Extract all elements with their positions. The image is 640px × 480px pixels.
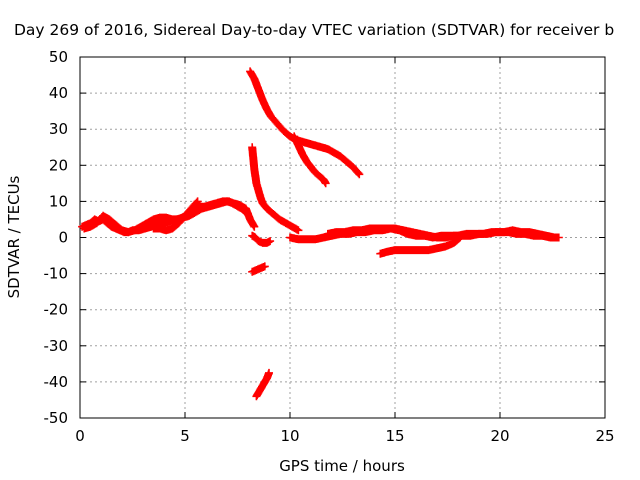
y-tick-label: 20 xyxy=(49,156,68,174)
y-tick-label: 40 xyxy=(49,84,68,102)
x-tick-label: 0 xyxy=(75,427,85,445)
data-point-markers xyxy=(323,224,559,242)
data-point-markers xyxy=(248,143,303,235)
data-series xyxy=(323,224,559,242)
data-series xyxy=(248,262,269,276)
y-axis-label: SDTVAR / TECUs xyxy=(5,175,23,298)
x-tick-label: 15 xyxy=(385,427,404,445)
data-point-markers xyxy=(248,231,275,247)
data-point-markers xyxy=(246,67,364,179)
data-series xyxy=(252,368,273,401)
grid xyxy=(80,57,605,418)
x-axis-label: GPS time / hours xyxy=(279,457,405,475)
x-tick-label: 5 xyxy=(180,427,190,445)
y-tick-label: 50 xyxy=(49,48,68,66)
data-series xyxy=(376,233,465,258)
data-series xyxy=(290,132,330,188)
data-series xyxy=(248,231,275,247)
y-tick-label: -20 xyxy=(44,301,69,319)
chart-title: Day 269 of 2016, Sidereal Day-to-day VTE… xyxy=(14,21,614,39)
data-series xyxy=(248,143,303,235)
x-tick-label: 20 xyxy=(490,427,509,445)
data-point-markers xyxy=(376,233,465,258)
x-tick-label: 10 xyxy=(280,427,299,445)
data-series xyxy=(149,197,252,235)
data-points xyxy=(78,67,563,401)
axis-ticks: -50 -40 -30 -20 -10 0 10 20 30 40 50 0 5 10 15 20 25 xyxy=(44,48,615,445)
y-tick-label: 30 xyxy=(49,120,68,138)
data-point-markers xyxy=(252,368,273,401)
y-tick-label: -30 xyxy=(44,337,69,355)
y-tick-label: -40 xyxy=(44,373,69,391)
y-tick-label: -10 xyxy=(44,265,69,283)
y-tick-label: 10 xyxy=(49,192,68,210)
y-tick-label: -50 xyxy=(44,409,69,427)
data-point-markers xyxy=(248,262,269,276)
data-point-markers xyxy=(290,132,330,188)
data-series xyxy=(246,67,364,179)
y-tick-label: 0 xyxy=(58,229,68,247)
x-tick-label: 25 xyxy=(595,427,614,445)
data-point-markers xyxy=(149,197,252,235)
